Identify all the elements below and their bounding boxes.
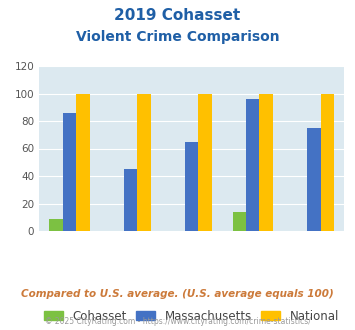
Legend: Cohasset, Massachusetts, National: Cohasset, Massachusetts, National [44,310,339,322]
Text: © 2025 CityRating.com - https://www.cityrating.com/crime-statistics/: © 2025 CityRating.com - https://www.city… [45,317,310,326]
Bar [321,93,334,231]
Bar [76,93,90,231]
Bar [63,113,76,231]
Bar [246,99,260,231]
Text: Violent Crime Comparison: Violent Crime Comparison [76,30,279,44]
Text: Compared to U.S. average. (U.S. average equals 100): Compared to U.S. average. (U.S. average … [21,289,334,299]
Bar [137,93,151,231]
Text: 2019 Cohasset: 2019 Cohasset [114,8,241,23]
Bar [124,169,137,231]
Bar [260,93,273,231]
Bar [233,212,246,231]
Bar [49,218,63,231]
Bar [185,142,198,231]
Bar [307,128,321,231]
Bar [198,93,212,231]
